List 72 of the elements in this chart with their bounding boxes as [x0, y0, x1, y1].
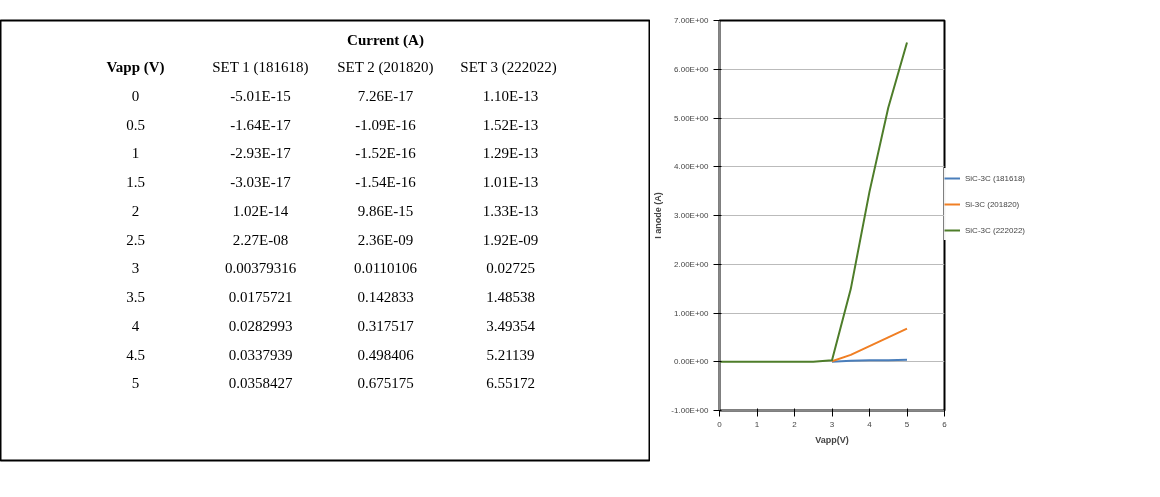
y-tick-label: 1	[131, 145, 140, 162]
data-label: -5.01E-15	[230, 87, 291, 104]
data-label: 1.29E-13	[482, 145, 539, 162]
data-label: 7.26E-17	[357, 87, 414, 104]
data-label: 0.675175	[357, 375, 414, 392]
data-label: 0.317517	[357, 317, 415, 334]
y-tick-label: 7.00E+00	[674, 16, 710, 25]
data-label: -1.64E-17	[230, 116, 292, 133]
data-label: 0.0282993	[228, 317, 293, 334]
data-label: -2.93E-17	[230, 145, 292, 162]
data-label: 1.02E-14	[232, 202, 289, 219]
data-label: 5.21139	[486, 346, 535, 363]
data-label: 1.48538	[486, 289, 535, 306]
data-label: 1.10E-13	[482, 87, 539, 104]
data-label: 1.01E-13	[482, 174, 539, 191]
y-tick-label: 4	[131, 317, 140, 334]
data-label: 1.52E-13	[482, 116, 539, 133]
y-tick-label: 2.5	[126, 231, 145, 248]
x-tick-label: 2	[792, 419, 798, 429]
x-axis-title: Vapp(V)	[815, 434, 849, 445]
data-label: 2.27E-08	[232, 231, 289, 248]
data-label: -3.03E-17	[230, 174, 292, 191]
data-label: 3.49354	[486, 317, 536, 334]
y-tick-label: 5.00E+00	[674, 113, 710, 123]
data-label: 9.86E-15	[357, 202, 414, 219]
line-series	[719, 41, 908, 363]
legend-label: Si-3C (201820)	[965, 199, 1020, 209]
data-label: 1.92E-09	[482, 231, 539, 248]
data-label: -1.52E-16	[355, 145, 417, 162]
y-tick-label: 0	[131, 87, 140, 104]
y-tick-label: -1.00E+00	[671, 406, 710, 415]
x-tick-label: 0	[717, 419, 723, 429]
x-tick-label: 3	[829, 419, 835, 429]
x-tick-label: SET 3 (222022)	[460, 58, 557, 76]
data-label: 0.142833	[357, 289, 414, 306]
x-tick-label: SET 1 (181618)	[212, 58, 309, 76]
y-tick-label: 3.00E+00	[674, 211, 710, 220]
data-label: 0.00379316	[224, 260, 297, 277]
data-label: -1.09E-16	[355, 116, 417, 133]
legend-label: SiC-3C (181618)	[965, 173, 1026, 183]
legend-label: SiC-3C (222022)	[965, 225, 1026, 235]
data-label: 0.0337939	[228, 346, 293, 363]
data-label: 6.55172	[486, 375, 535, 392]
data-label: 0.0110106	[353, 260, 418, 277]
y-tick-label: 4.5	[126, 346, 145, 363]
line-series	[831, 327, 908, 363]
y-tick-label: 2.00E+00	[674, 259, 710, 269]
y-tick-label: 4.00E+00	[674, 162, 710, 172]
y-tick-label: 0.00E+00	[674, 357, 710, 367]
x-tick-label: 5	[904, 419, 910, 429]
data-label: -1.54E-16	[355, 174, 417, 191]
y-tick-label: 1.5	[126, 174, 145, 191]
x-tick-label: SET 2 (201820)	[337, 58, 434, 76]
x-tick-label: 6	[942, 419, 948, 429]
y-tick-label: 2	[131, 202, 140, 219]
data-label: 0.498406	[357, 346, 415, 363]
y-axis-title: I anode (A)	[653, 192, 664, 239]
data-label: 0.0175721	[228, 289, 293, 306]
data-label: 0.0358427	[228, 375, 293, 392]
x-tick-label: 1	[754, 419, 760, 429]
y-axis-title: Vapp (V)	[106, 58, 165, 76]
data-label: 0.02725	[486, 260, 535, 277]
y-tick-label: 1.00E+00	[674, 308, 710, 318]
y-tick-label: 3	[131, 260, 140, 277]
y-tick-label: 5	[131, 375, 140, 392]
chart-title: Current (A)	[347, 31, 424, 49]
x-tick-label: 4	[867, 419, 873, 429]
y-tick-label: 0.5	[126, 116, 145, 133]
y-tick-label: 6.00E+00	[674, 64, 710, 74]
data-label: 2.36E-09	[357, 231, 414, 248]
data-label: 1.33E-13	[482, 202, 539, 219]
y-tick-label: 3.5	[126, 289, 145, 306]
